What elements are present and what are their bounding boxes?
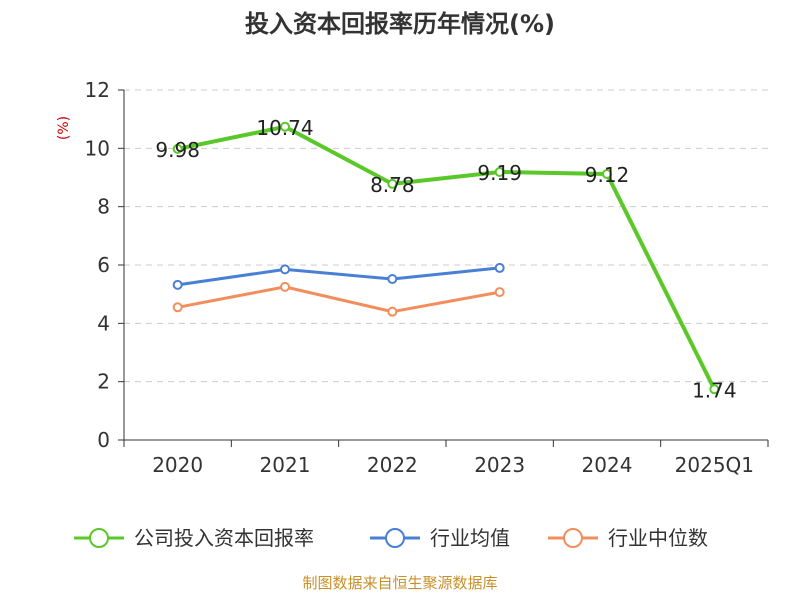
data-point	[387, 178, 398, 189]
data-point	[172, 302, 183, 313]
data-point	[494, 287, 505, 298]
series	[172, 121, 720, 395]
y-axis-unit: (%)	[56, 116, 72, 140]
data-label: 9.98	[155, 138, 200, 162]
y-tick-label: 0	[97, 428, 110, 452]
data-point	[280, 281, 290, 292]
data-point	[387, 274, 398, 284]
legend-marker	[89, 528, 109, 548]
legend: 公司投入资本回报率 行业均值 行业中位数	[74, 526, 708, 550]
y-tick-label: 12	[85, 78, 110, 102]
y-tick-label: 4	[97, 311, 110, 335]
series-line-0	[177, 124, 717, 391]
y-tick-label: 10	[85, 136, 110, 160]
legend-label: 公司投入资本回报率	[134, 526, 314, 550]
data-point	[602, 169, 612, 179]
data-point	[494, 166, 505, 177]
legend-label: 行业均值	[430, 526, 510, 550]
y-tick-label: 8	[97, 195, 110, 219]
series-line-2	[177, 285, 500, 314]
data-point	[387, 306, 398, 317]
x-tick-label: 2024	[582, 453, 633, 477]
x-tick-label: 2023	[474, 453, 525, 477]
y-tick-label: 6	[97, 253, 110, 277]
data-label: 1.74	[692, 378, 737, 402]
chart-title: 投入资本回报率历年情况(%)	[245, 10, 555, 38]
data-point	[494, 262, 505, 273]
legend-marker	[563, 528, 583, 548]
data-point	[709, 384, 720, 395]
data-labels: 9.98 10.74 8.78 9.19 9.12 1.74	[155, 116, 736, 403]
x-tick-label: 2020	[152, 453, 203, 477]
x-tick-label: 2022	[367, 453, 418, 477]
data-label: 10.74	[256, 116, 313, 140]
data-point	[280, 121, 290, 132]
grid	[124, 89, 768, 383]
y-tick-label: 2	[97, 370, 110, 394]
data-point	[172, 279, 183, 290]
data-label: 9.19	[477, 161, 522, 185]
legend-label: 行业中位数	[608, 526, 708, 550]
x-tick-label: 2025Q1	[675, 453, 754, 477]
legend-marker	[385, 528, 405, 548]
data-label: 9.12	[585, 163, 630, 187]
data-label: 8.78	[370, 173, 415, 197]
series-line-1	[177, 266, 500, 287]
data-point	[280, 264, 290, 275]
axes: 0 2 4 6 8 10 12 2020 2021 2022 2023 2024 2025Q1	[85, 78, 769, 477]
x-tick-label: 2021	[260, 453, 311, 477]
source-note: 制图数据来自恒生聚源数据库	[302, 574, 497, 592]
data-point	[172, 143, 183, 154]
